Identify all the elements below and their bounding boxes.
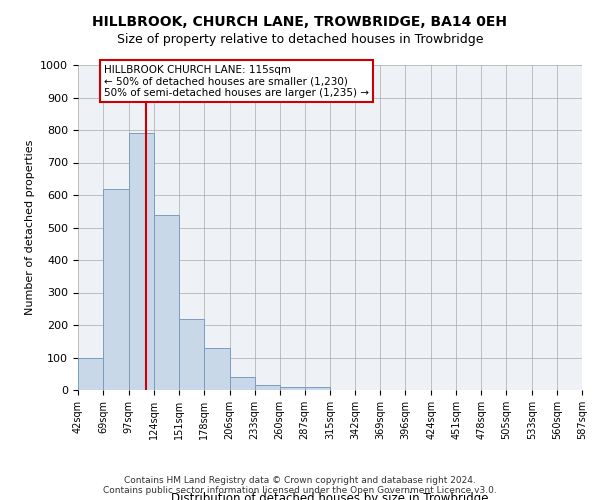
Bar (230, 377, 254, 390)
Bar (204, 348, 230, 390)
Bar (280, 387, 305, 390)
Bar (154, 214, 179, 390)
Y-axis label: Number of detached properties: Number of detached properties (25, 140, 35, 315)
Bar (103, 188, 129, 390)
Text: Contains HM Land Registry data © Crown copyright and database right 2024.
Contai: Contains HM Land Registry data © Crown c… (103, 476, 497, 495)
Bar (78, 358, 103, 390)
Bar (179, 318, 204, 390)
Bar (254, 385, 280, 390)
Text: HILLBROOK, CHURCH LANE, TROWBRIDGE, BA14 0EH: HILLBROOK, CHURCH LANE, TROWBRIDGE, BA14… (92, 15, 508, 29)
Text: HILLBROOK CHURCH LANE: 115sqm
← 50% of detached houses are smaller (1,230)
50% o: HILLBROOK CHURCH LANE: 115sqm ← 50% of d… (104, 64, 369, 98)
Bar (129, 133, 154, 390)
Text: Size of property relative to detached houses in Trowbridge: Size of property relative to detached ho… (117, 32, 483, 46)
X-axis label: Distribution of detached houses by size in Trowbridge: Distribution of detached houses by size … (171, 492, 489, 500)
Bar (305, 387, 331, 390)
